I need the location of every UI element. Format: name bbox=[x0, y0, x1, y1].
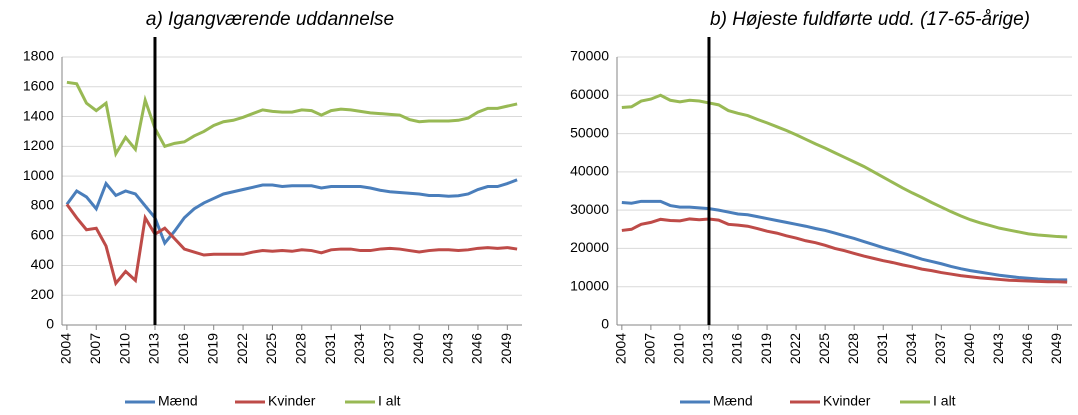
x-tick-label: 2013 bbox=[146, 333, 162, 364]
x-tick-label: 2046 bbox=[469, 333, 485, 364]
legend-label: Mænd bbox=[158, 393, 198, 409]
x-tick-label: 2007 bbox=[642, 333, 658, 364]
x-tick-label: 2037 bbox=[381, 333, 397, 364]
y-tick-label: 20000 bbox=[570, 239, 609, 255]
legend-label: I alt bbox=[933, 393, 956, 409]
x-tick-label: 2004 bbox=[613, 333, 629, 364]
y-tick-label: 200 bbox=[31, 286, 55, 302]
y-tick-label: 60000 bbox=[570, 86, 609, 102]
legend-label: Mænd bbox=[713, 393, 753, 409]
x-tick-label: 2013 bbox=[700, 333, 716, 364]
y-tick-label: 1600 bbox=[23, 77, 54, 93]
y-tick-label: 40000 bbox=[570, 163, 609, 179]
y-tick-label: 1400 bbox=[23, 107, 54, 123]
legend-label: Kvinder bbox=[268, 393, 316, 409]
x-tick-label: 2004 bbox=[58, 333, 74, 364]
y-tick-label: 0 bbox=[601, 316, 609, 332]
x-tick-label: 2025 bbox=[816, 333, 832, 364]
y-tick-label: 600 bbox=[31, 226, 55, 242]
legend-label: I alt bbox=[378, 393, 401, 409]
x-tick-label: 2025 bbox=[263, 333, 279, 364]
x-tick-label: 2022 bbox=[787, 333, 803, 364]
x-tick-label: 2028 bbox=[292, 333, 308, 364]
x-tick-label: 2007 bbox=[87, 333, 103, 364]
x-tick-label: 2016 bbox=[729, 333, 745, 364]
y-tick-label: 30000 bbox=[570, 201, 609, 217]
x-tick-label: 2043 bbox=[439, 333, 455, 364]
x-tick-label: 2046 bbox=[1019, 333, 1035, 364]
y-tick-label: 800 bbox=[31, 197, 55, 213]
x-tick-label: 2049 bbox=[1048, 333, 1064, 364]
x-tick-label: 2040 bbox=[961, 333, 977, 364]
x-tick-label: 2010 bbox=[116, 333, 132, 364]
series-line bbox=[621, 217, 1068, 284]
y-tick-label: 400 bbox=[31, 256, 55, 272]
y-tick-label: 70000 bbox=[570, 48, 609, 64]
y-tick-label: 50000 bbox=[570, 124, 609, 140]
x-tick-label: 2019 bbox=[758, 333, 774, 364]
y-tick-label: 0 bbox=[46, 316, 54, 332]
x-tick-label: 2010 bbox=[671, 333, 687, 364]
y-tick-label: 1200 bbox=[23, 137, 54, 153]
x-tick-label: 2031 bbox=[322, 333, 338, 364]
x-tick-label: 2040 bbox=[410, 333, 426, 364]
series-line bbox=[621, 93, 1068, 239]
y-tick-label: 10000 bbox=[570, 277, 609, 293]
series-line bbox=[66, 80, 518, 158]
legend-label: Kvinder bbox=[823, 393, 871, 409]
x-tick-label: 2031 bbox=[874, 333, 890, 364]
series-line bbox=[65, 178, 518, 247]
series-line bbox=[621, 199, 1068, 282]
x-tick-label: 2028 bbox=[845, 333, 861, 364]
x-tick-label: 2022 bbox=[234, 333, 250, 364]
x-tick-label: 2037 bbox=[932, 333, 948, 364]
y-tick-label: 1000 bbox=[23, 167, 54, 183]
series-line bbox=[65, 203, 518, 287]
chart-title: a) Igangværende uddannelse bbox=[146, 9, 394, 30]
x-tick-label: 2049 bbox=[498, 333, 514, 364]
x-tick-label: 2016 bbox=[175, 333, 191, 364]
x-tick-label: 2034 bbox=[351, 333, 367, 364]
x-tick-label: 2034 bbox=[903, 333, 919, 364]
chart-title: b) Højeste fuldførte udd. (17-65-årige) bbox=[710, 9, 1030, 30]
x-tick-label: 2019 bbox=[204, 333, 220, 364]
x-tick-label: 2043 bbox=[990, 333, 1006, 364]
y-tick-label: 1800 bbox=[23, 48, 54, 64]
